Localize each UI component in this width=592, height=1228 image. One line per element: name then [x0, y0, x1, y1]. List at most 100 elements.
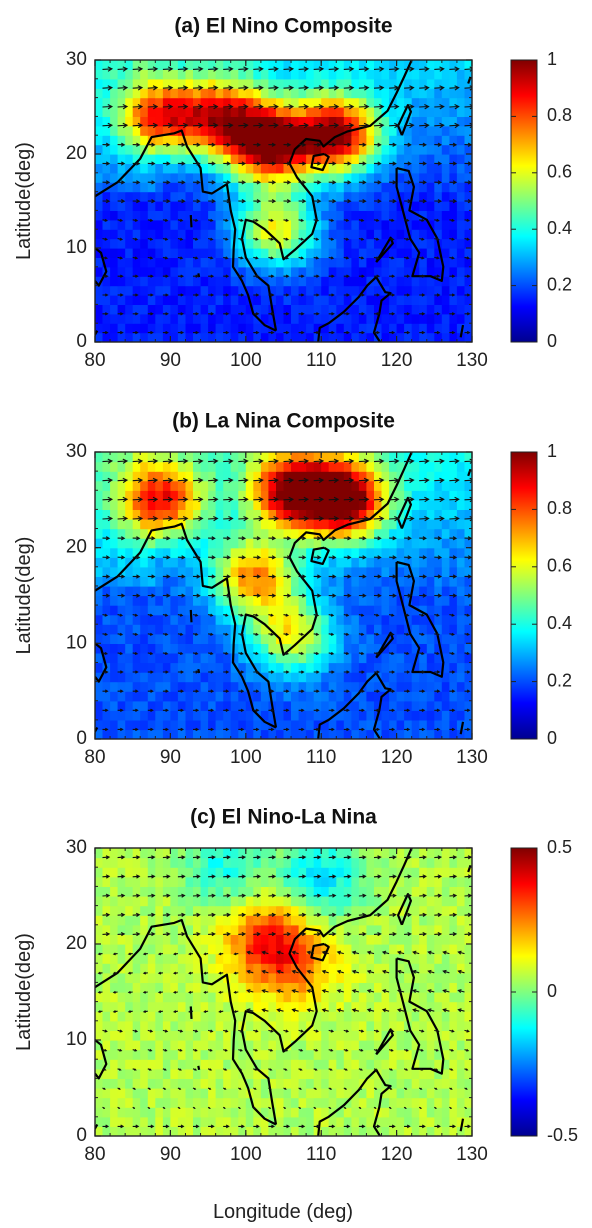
heatmap-cell [200, 172, 209, 183]
heatmap-cell [343, 295, 352, 305]
wind-arrow [313, 670, 320, 674]
heatmap-cell [223, 681, 232, 692]
heatmap-cell [298, 116, 307, 127]
heatmap-cell [328, 700, 337, 711]
heatmap-cell [140, 1078, 149, 1089]
heatmap-cell [441, 257, 450, 268]
heatmap-cell [132, 528, 141, 539]
heatmap-cell [426, 643, 435, 654]
heatmap-cell [456, 182, 465, 193]
heatmap-cell [110, 163, 119, 174]
heatmap-cell [306, 219, 315, 230]
wind-arrow [223, 574, 231, 579]
wind-arrow [328, 689, 335, 693]
wind-arrow [102, 122, 114, 129]
heatmap-cell [155, 1068, 164, 1079]
heatmap-cell [117, 191, 126, 202]
wind-arrow [117, 727, 124, 732]
heatmap-cell [276, 452, 285, 463]
heatmap-cell [396, 266, 405, 277]
heatmap-cell [464, 499, 472, 510]
heatmap-cell [132, 1078, 141, 1089]
heatmap-cell [193, 182, 202, 193]
heatmap-cell [313, 547, 322, 558]
heatmap-cell [358, 1049, 367, 1060]
heatmap-cell [389, 1107, 398, 1118]
heatmap-cell [162, 1078, 171, 1089]
heatmap-cell [321, 710, 330, 721]
heatmap-cell [125, 238, 134, 249]
wind-arrow [449, 122, 460, 129]
heatmap-cell [283, 557, 292, 568]
heatmap-cell [374, 163, 383, 174]
heatmap-cell [193, 557, 202, 568]
heatmap-cell [426, 266, 435, 277]
heatmap-cell [343, 107, 352, 117]
heatmap-cell [343, 69, 352, 80]
wind-arrow [434, 104, 445, 110]
heatmap-cell [162, 509, 171, 520]
heatmap-cell [426, 163, 435, 174]
wind-arrow [419, 330, 426, 335]
heatmap-cell [313, 69, 322, 80]
heatmap-cell [193, 1068, 202, 1079]
heatmap-cell [260, 125, 269, 136]
heatmap-cell [155, 116, 164, 127]
heatmap-cell [389, 60, 398, 70]
heatmap-cell [343, 461, 352, 472]
heatmap-cell [404, 266, 413, 277]
heatmap-cell [456, 643, 465, 654]
heatmap-cell [321, 614, 330, 625]
heatmap-cell [291, 238, 300, 249]
heatmap-cell [140, 509, 149, 520]
heatmap-cell [434, 116, 443, 127]
heatmap-cell [291, 69, 300, 80]
heatmap-cell [434, 304, 443, 315]
heatmap-cell [95, 97, 104, 108]
heatmap-cell [253, 210, 262, 221]
heatmap-cell [358, 538, 367, 549]
wind-arrow [223, 496, 234, 503]
heatmap-cell [328, 614, 337, 625]
heatmap-cell [389, 624, 398, 635]
heatmap-cell [313, 566, 322, 577]
heatmap-cell [374, 125, 383, 136]
heatmap-cell [140, 1088, 149, 1099]
heatmap-cell [366, 1126, 375, 1136]
heatmap-cell [125, 1088, 134, 1099]
heatmap-cell [343, 547, 352, 558]
heatmap-cell [208, 499, 217, 510]
heatmap-cell [336, 614, 345, 625]
heatmap-cell [396, 285, 405, 296]
heatmap-cell [102, 672, 111, 683]
wind-arrow [117, 122, 129, 129]
heatmap-cell [200, 97, 209, 108]
heatmap-cell [117, 499, 126, 510]
heatmap-cell [464, 323, 472, 334]
heatmap-cell [193, 313, 202, 324]
heatmap-cell [404, 972, 413, 983]
wind-arrow [388, 651, 395, 656]
heatmap-cell [238, 471, 247, 482]
heatmap-cell [230, 662, 239, 673]
wind-arrow [223, 477, 234, 484]
heatmap-cell [389, 643, 398, 654]
heatmap-cell [223, 480, 232, 491]
wind-arrow [419, 104, 430, 110]
heatmap-cell [449, 144, 458, 155]
heatmap-cell [456, 219, 465, 230]
heatmap-cell [245, 276, 254, 287]
heatmap-cell [102, 116, 111, 127]
heatmap-cell [313, 681, 322, 692]
heatmap-cell [117, 519, 126, 530]
heatmap-cell [268, 210, 277, 221]
heatmap-cell [351, 509, 360, 520]
heatmap-cell [434, 266, 443, 277]
wind-arrow [404, 85, 415, 91]
heatmap-cell [419, 1078, 428, 1089]
heatmap-cell [140, 116, 149, 127]
heatmap-cell [260, 471, 269, 482]
heatmap-cell [215, 144, 224, 155]
heatmap-cell [185, 172, 194, 183]
heatmap-cell [110, 238, 119, 249]
